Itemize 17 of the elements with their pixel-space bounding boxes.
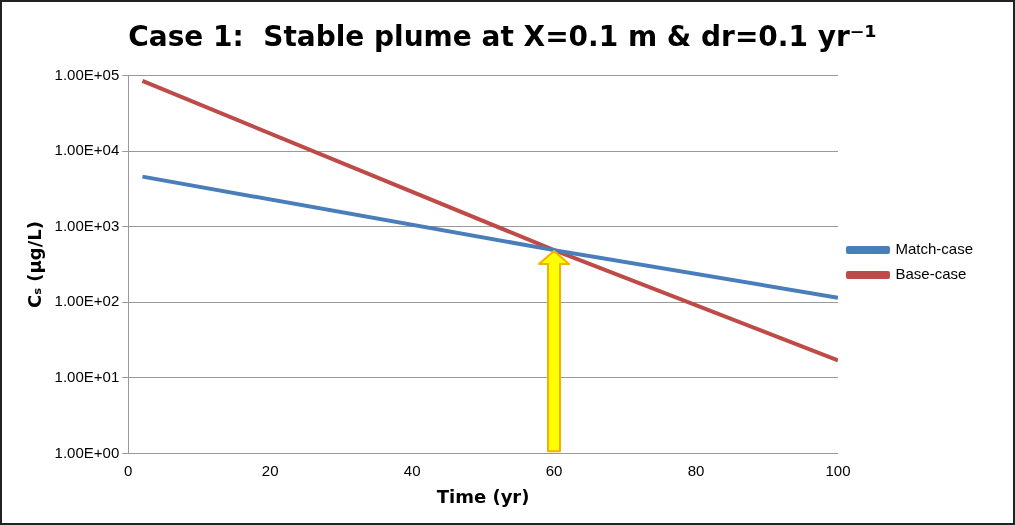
legend-label: Match-case [895, 240, 973, 258]
y-tick-label: 1.00E+05 [54, 65, 120, 83]
y-axis-title: Cₛ (µg/L) [24, 221, 46, 308]
x-tick-label: 100 [825, 461, 851, 479]
x-axis-title: Time (yr) [436, 485, 530, 507]
legend-label: Base-case [895, 265, 967, 283]
x-tick-label: 0 [124, 461, 133, 479]
x-tick-label: 60 [545, 461, 563, 479]
chart-title: Case 1: Stable plume at X=0.1 m & dr=0.1 yr⁻¹ [128, 20, 877, 54]
y-tick-label: 1.00E+01 [54, 367, 120, 385]
x-tick-label: 40 [403, 461, 421, 479]
x-tick-label: 20 [261, 461, 279, 479]
y-tick-label: 1.00E+02 [54, 292, 120, 310]
y-tick-label: 1.00E+04 [54, 141, 120, 159]
x-tick-label: 80 [687, 461, 705, 479]
y-tick-label: 1.00E+00 [54, 443, 120, 461]
y-tick-label: 1.00E+03 [54, 216, 120, 234]
